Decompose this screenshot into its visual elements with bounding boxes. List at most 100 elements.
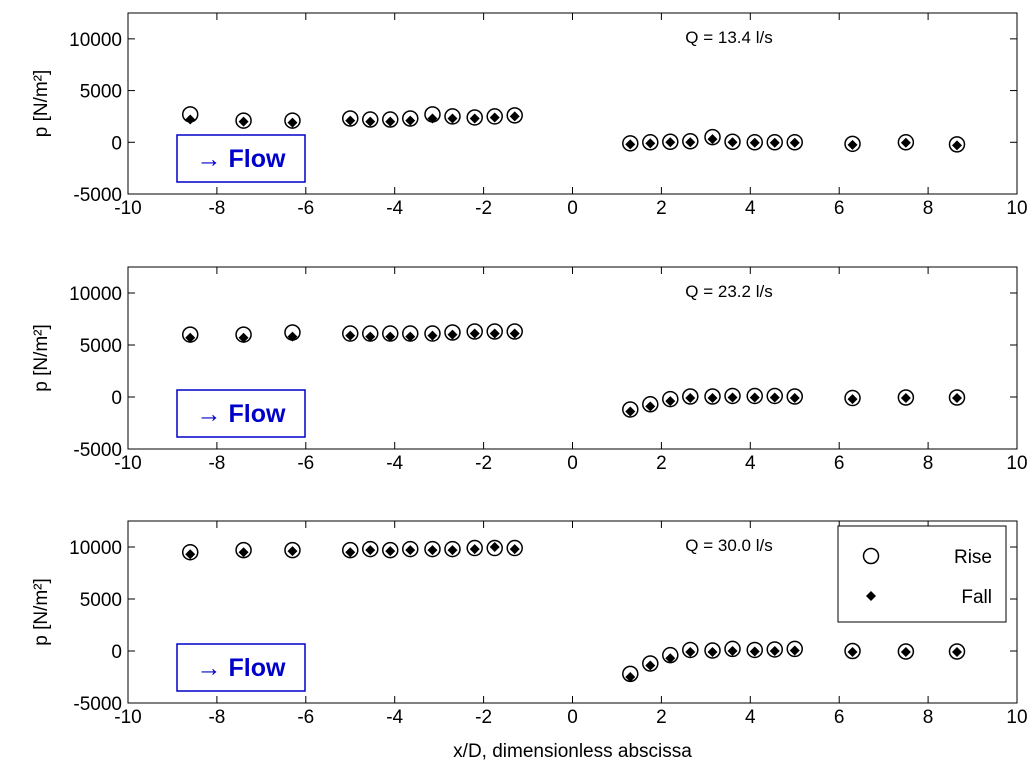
x-tick-label: -8	[208, 707, 225, 728]
fall-point	[185, 114, 196, 125]
rise-point	[424, 325, 441, 342]
fall-point	[749, 646, 760, 657]
fall-point	[365, 116, 376, 127]
rise-point	[897, 134, 915, 151]
rise-point	[486, 108, 503, 125]
flow-rate-annotation: Q = 30.0 l/s	[685, 536, 772, 555]
fall-point	[789, 393, 800, 404]
rise-point	[444, 324, 461, 341]
x-tick-label: 8	[923, 198, 934, 219]
flow-rate-annotation: Q = 13.4 l/s	[685, 28, 772, 47]
fall-point	[685, 647, 696, 658]
legend-marker-rise	[862, 547, 880, 565]
rise-point	[642, 396, 659, 413]
fall-point	[900, 647, 911, 658]
x-tick-label: -8	[208, 198, 225, 219]
rise-point	[284, 112, 301, 129]
y-tick-label: 5000	[80, 590, 122, 611]
rise-point	[704, 388, 721, 405]
rise-point	[466, 109, 483, 126]
rise-point	[402, 540, 419, 558]
fall-point	[447, 113, 458, 124]
rise-point	[486, 323, 503, 340]
rise-point	[382, 541, 399, 559]
flow-rate-annotation: Q = 23.2 l/s	[685, 282, 772, 301]
x-tick-label: -2	[475, 707, 492, 728]
fall-point	[789, 137, 800, 148]
fall-point	[645, 660, 656, 671]
fall-point	[900, 393, 911, 404]
fall-point	[427, 330, 438, 341]
fall-point	[427, 545, 438, 556]
rise-point	[766, 134, 783, 151]
x-tick-label: 6	[834, 453, 845, 474]
fall-point	[405, 331, 416, 342]
rise-point	[844, 642, 861, 660]
x-tick-label: 0	[567, 198, 578, 219]
fall-point	[749, 392, 760, 403]
fall-point	[665, 396, 676, 407]
x-tick-label: 4	[745, 198, 756, 219]
y-tick-label: 5000	[80, 336, 122, 357]
rise-point	[506, 539, 523, 557]
rise-point	[622, 401, 639, 418]
rise-point	[844, 389, 861, 407]
fall-point	[447, 329, 458, 340]
fall-point	[287, 331, 298, 342]
fall-point	[707, 393, 718, 404]
x-tick-label: -6	[297, 707, 314, 728]
rise-point	[682, 388, 699, 405]
fall-point	[847, 139, 858, 150]
fall-point	[365, 545, 376, 556]
x-tick-label: 10	[1006, 198, 1027, 219]
rise-point	[746, 134, 763, 151]
fall-point	[469, 544, 480, 555]
rise-point	[897, 643, 915, 660]
fall-point	[405, 545, 416, 556]
x-tick-label: 4	[745, 453, 756, 474]
fall-point	[665, 653, 676, 664]
x-tick-label: -2	[475, 198, 492, 219]
fall-point	[385, 116, 396, 127]
rise-point	[766, 387, 783, 405]
x-tick-label: 6	[834, 198, 845, 219]
legend: Rise Fall	[837, 525, 1007, 623]
rise-point	[342, 541, 359, 559]
flow-direction-box	[176, 134, 306, 183]
fall-point	[727, 646, 738, 656]
fall-point	[238, 332, 249, 343]
fall-point	[707, 647, 718, 658]
x-tick-label: -8	[208, 453, 225, 474]
y-tick-label: 5000	[80, 82, 122, 103]
fall-point	[625, 406, 636, 417]
rise-point	[682, 133, 699, 150]
rise-point	[724, 387, 741, 405]
rise-point	[506, 323, 523, 340]
rise-point	[948, 389, 966, 406]
fall-point	[727, 392, 738, 403]
fall-point	[625, 139, 636, 150]
y-tick-label: -5000	[73, 440, 122, 461]
fall-point	[707, 134, 718, 145]
fall-point	[469, 328, 480, 339]
x-axis-label: x/D, dimensionless abscissa	[453, 741, 692, 762]
y-tick-label: 10000	[69, 538, 122, 559]
fall-point	[900, 137, 911, 148]
y-tick-label: 0	[111, 388, 122, 409]
rise-point	[342, 325, 359, 342]
rise-point	[948, 136, 966, 153]
fall-point	[238, 547, 249, 558]
legend-label: Fall	[961, 587, 992, 608]
rise-point	[786, 134, 803, 151]
rise-point	[704, 642, 721, 659]
rise-point	[724, 133, 741, 151]
x-tick-label: 8	[923, 453, 934, 474]
x-tick-label: -6	[297, 198, 314, 219]
rise-point	[704, 128, 721, 146]
x-tick-label: 2	[656, 707, 667, 728]
x-tick-label: 6	[834, 707, 845, 728]
x-tick-label: 4	[745, 707, 756, 728]
x-tick-label: 8	[923, 707, 934, 728]
flow-direction-label: → Flow	[197, 400, 286, 428]
